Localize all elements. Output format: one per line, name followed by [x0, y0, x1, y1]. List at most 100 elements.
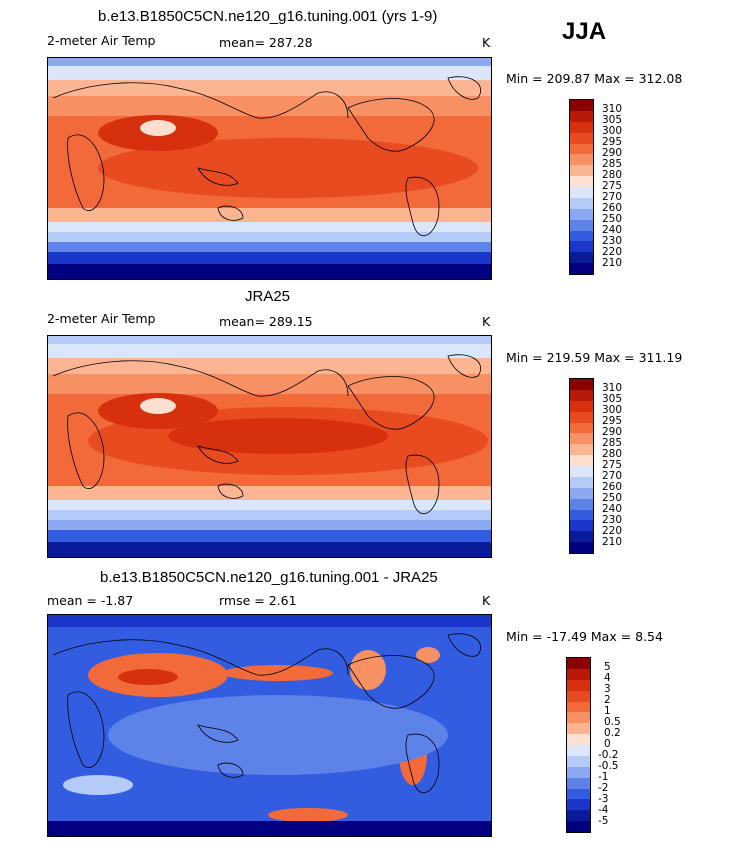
colorbar-3-tick-9: -0.2	[598, 749, 619, 761]
panel-2-map	[47, 335, 492, 558]
map-2-coastlines	[52, 354, 481, 514]
map-3-antarctica	[48, 821, 491, 836]
colorbar-3-tick-4: 2	[604, 694, 611, 706]
colorbar-1-swatch-1	[570, 100, 593, 111]
colorbar-3-swatch-9	[567, 745, 590, 756]
map-2-warm-pool	[168, 418, 388, 454]
colorbar-2-tick-9: 270	[602, 470, 623, 482]
panel-2-title: JRA25	[245, 288, 291, 305]
map-3-pacific-warm	[223, 665, 333, 681]
colorbar-1-swatch-4	[570, 132, 593, 144]
panel-2-mean: mean= 289.15	[219, 314, 313, 329]
colorbar-3-tick-1: 5	[604, 661, 611, 673]
colorbar-3-swatch-11	[567, 766, 590, 778]
colorbar-2-tick-7: 280	[602, 448, 623, 460]
map-2-south-cold-3	[48, 530, 491, 542]
map-2-south-cold-1	[48, 510, 491, 520]
colorbar-3-swatch-1	[567, 658, 590, 669]
colorbar-3-swatch-8	[567, 734, 590, 745]
map-2-north-warm	[48, 374, 491, 394]
colorbar-2-swatch-15	[570, 531, 593, 543]
colorbar-3-swatch-15	[567, 810, 590, 822]
colorbar-1-tick-7: 280	[602, 169, 623, 181]
map-2-svg	[48, 336, 491, 557]
colorbar-1-tick-3: 300	[602, 125, 623, 137]
map-3-coastlines	[52, 633, 481, 793]
map-1-south-cold-2	[48, 242, 491, 252]
colorbar-3-swatch-16	[567, 821, 590, 832]
colorbar-3-swatch-2	[567, 668, 590, 680]
colorbar-1-tick-12: 240	[602, 224, 623, 236]
colorbar-2-swatch-9	[570, 466, 593, 477]
map-2-arctic	[48, 336, 491, 344]
colorbar-1-swatch-9	[570, 187, 593, 198]
panel-3-rmse: rmse = 2.61	[219, 593, 297, 608]
map-1-tibet	[140, 120, 176, 136]
map-1-south-cool	[48, 222, 491, 232]
map-1-antarctica	[48, 264, 491, 279]
colorbar-1-tick-10: 260	[602, 202, 623, 214]
colorbar-1-swatch-5	[570, 143, 593, 155]
map-1-north-cold	[48, 66, 491, 80]
map-3-asia-hot	[118, 669, 178, 685]
panel-3-map	[47, 614, 492, 837]
colorbar-1-swatch-14	[570, 241, 593, 253]
colorbar-2-swatch-14	[570, 520, 593, 532]
panel-1-title: b.e13.B1850C5CN.ne120_g16.tuning.001 (yr…	[98, 8, 438, 25]
colorbar-3-swatch-12	[567, 777, 590, 789]
colorbar-3-swatch-4	[567, 690, 590, 702]
colorbar-3-tick-5: 1	[604, 705, 611, 717]
colorbar-1-tick-9: 270	[602, 191, 623, 203]
colorbar-2-swatch-3	[570, 400, 593, 412]
panel-3-colorbar	[566, 657, 591, 833]
panel-1-variable: 2-meter Air Temp	[47, 33, 156, 48]
colorbar-2-tick-10: 260	[602, 481, 623, 493]
map-1-svg	[48, 58, 491, 279]
colorbar-2-tick-12: 240	[602, 503, 623, 515]
season-label: JJA	[562, 18, 607, 45]
panel-2-variable: 2-meter Air Temp	[47, 311, 156, 326]
map-3-svg	[48, 615, 491, 836]
colorbar-2-swatch-13	[570, 509, 593, 521]
colorbar-2-swatch-7	[570, 444, 593, 456]
colorbar-3-tick-11: -1	[598, 771, 609, 783]
colorbar-2-swatch-5	[570, 422, 593, 434]
colorbar-1-swatch-2	[570, 110, 593, 122]
colorbar-3-swatch-7	[567, 723, 590, 735]
colorbar-3-tick-15: -5	[598, 815, 609, 827]
colorbar-3-tick-7: 0.2	[604, 727, 621, 739]
panel-3-title: b.e13.B1850C5CN.ne120_g16.tuning.001 - J…	[100, 569, 438, 586]
map-1-south-cold-3	[48, 252, 491, 264]
panel-2-minmax: Min = 219.59 Max = 311.19	[506, 350, 683, 365]
map-2-south-mid	[48, 486, 491, 500]
colorbar-3-tick-8: 0	[604, 738, 611, 750]
map-2-south-cool	[48, 500, 491, 510]
colorbar-2-swatch-1	[570, 379, 593, 390]
colorbar-1-swatch-3	[570, 121, 593, 133]
colorbar-2-tick-14: 220	[602, 525, 623, 537]
colorbar-2-tick-8: 275	[602, 459, 623, 471]
colorbar-1-swatch-6	[570, 154, 593, 166]
colorbar-3-swatch-5	[567, 701, 590, 713]
map-3-canada-warm	[416, 647, 440, 663]
map-2-antarctica	[48, 542, 491, 557]
colorbar-2-swatch-2	[570, 389, 593, 401]
colorbar-2-swatch-10	[570, 476, 593, 488]
colorbar-2-swatch-11	[570, 487, 593, 499]
colorbar-1-tick-5: 290	[602, 147, 623, 159]
map-3-tropical-band	[108, 695, 448, 775]
colorbar-1-tick-14: 220	[602, 246, 623, 258]
colorbar-1-tick-4: 295	[602, 136, 623, 148]
colorbar-3-swatch-10	[567, 755, 590, 767]
colorbar-2-tick-5: 290	[602, 426, 623, 438]
map-1-south-cold-1	[48, 232, 491, 242]
map-3-arctic	[48, 615, 491, 627]
colorbar-3-tick-2: 4	[604, 672, 611, 684]
colorbar-1-swatch-11	[570, 208, 593, 220]
colorbar-3-swatch-3	[567, 679, 590, 691]
colorbar-2-tick-1: 310	[602, 382, 623, 394]
colorbar-1-swatch-10	[570, 197, 593, 209]
map-3-america-warm	[350, 650, 386, 690]
colorbar-2-swatch-12	[570, 498, 593, 510]
colorbar-1-tick-13: 230	[602, 235, 623, 247]
